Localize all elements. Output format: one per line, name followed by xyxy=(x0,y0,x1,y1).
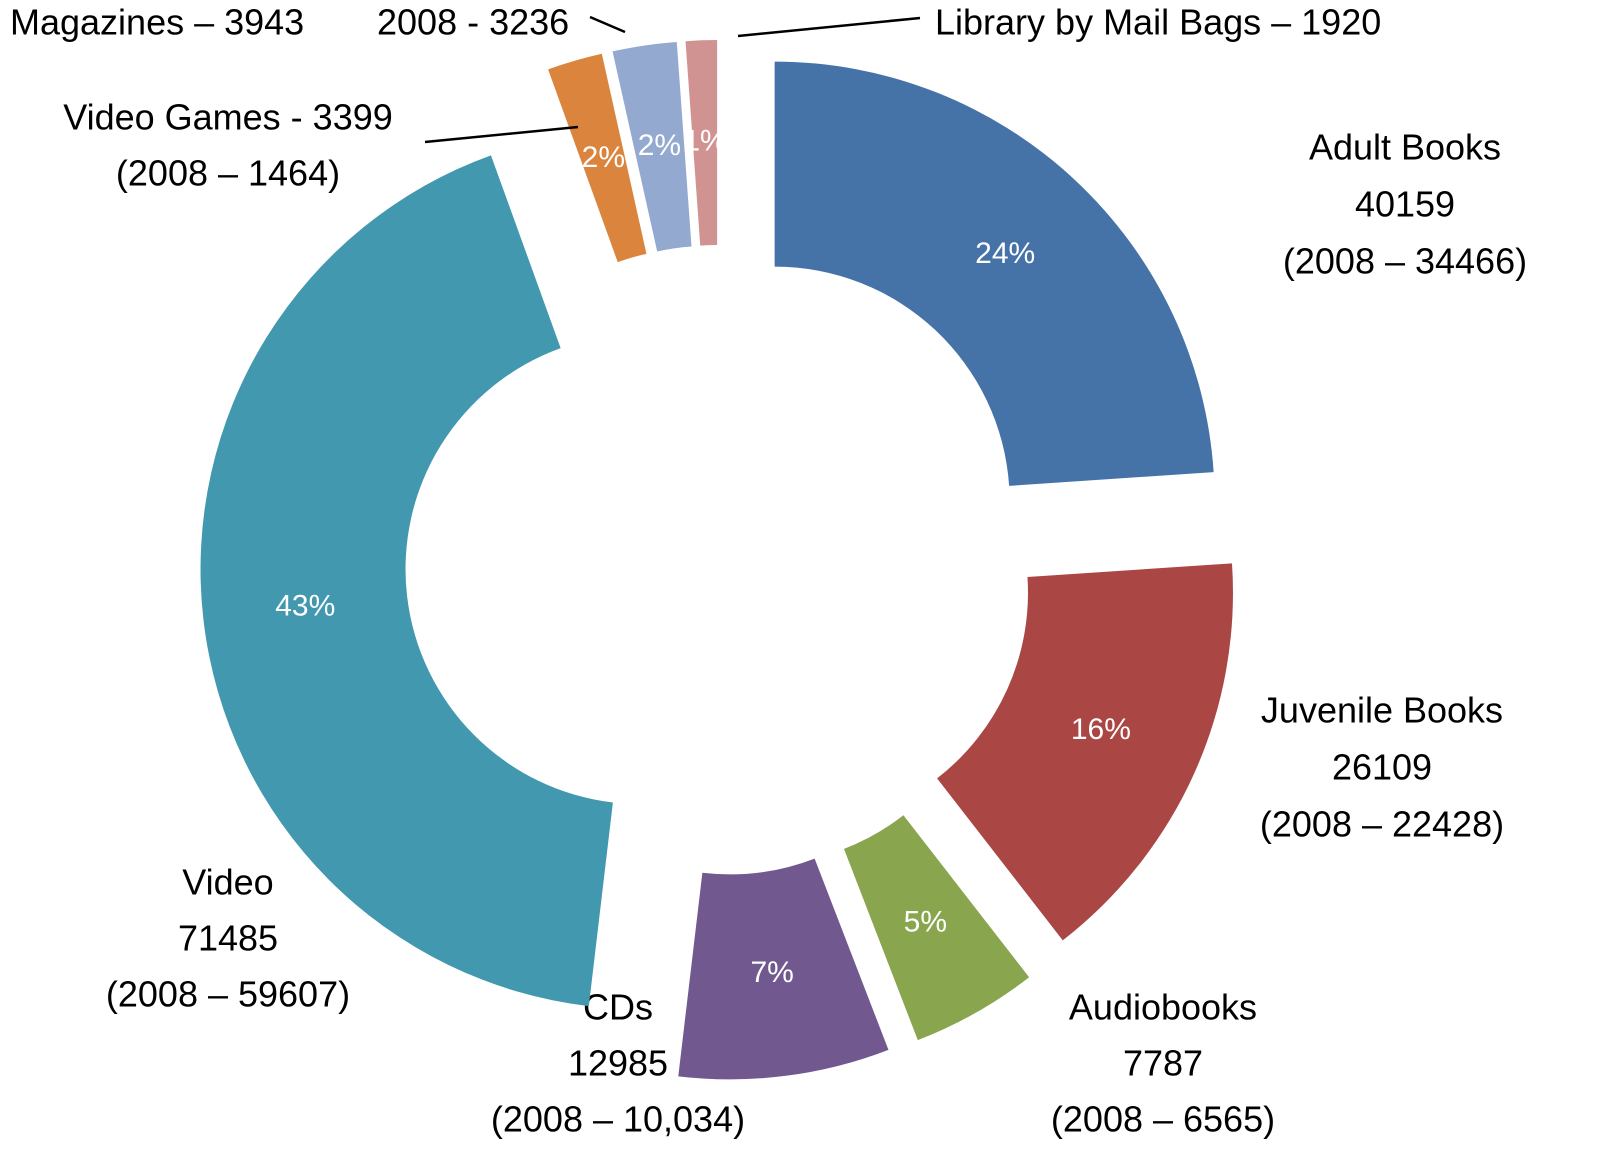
percent-label: 43% xyxy=(275,590,335,623)
slice-label: Audiobooks xyxy=(1069,987,1257,1028)
percent-label: 5% xyxy=(904,905,947,938)
percent-label: 7% xyxy=(750,956,793,989)
percent-label: 24% xyxy=(975,237,1035,270)
percent-label: 2% xyxy=(638,129,681,162)
slice-label: 7787 xyxy=(1123,1043,1203,1084)
donut-slice xyxy=(843,815,1030,1041)
percent-label: 2% xyxy=(582,141,625,174)
donut-slice xyxy=(678,858,889,1080)
slice-label: (2008 – 10,034) xyxy=(491,1099,745,1140)
slice-label: (2008 – 22428) xyxy=(1260,804,1504,845)
slice-label: 12985 xyxy=(568,1043,668,1084)
slice-label: (2008 – 59607) xyxy=(106,974,350,1015)
slice-label: (2008 – 1464) xyxy=(116,153,340,194)
slice-label: 26109 xyxy=(1332,747,1432,788)
slice-label: 40159 xyxy=(1355,184,1455,225)
slice-label: 71485 xyxy=(178,918,278,959)
leader-line xyxy=(424,125,579,144)
slice-label: CDs xyxy=(583,987,653,1028)
donut-slice xyxy=(200,155,613,1007)
percent-label: 16% xyxy=(1071,713,1131,746)
donut-slice xyxy=(937,563,1233,941)
slice-label: Adult Books xyxy=(1309,127,1501,168)
leader-line xyxy=(589,15,626,34)
slice-label: Video xyxy=(182,862,273,903)
slice-label: Juvenile Books xyxy=(1261,690,1503,731)
slice-label: 2008 - 3236 xyxy=(377,2,569,43)
leader-line xyxy=(737,16,921,38)
slice-label: Video Games - 3399 xyxy=(63,97,393,138)
donut-slice xyxy=(548,53,647,263)
slice-label: (2008 – 6565) xyxy=(1051,1099,1275,1140)
donut-slice xyxy=(774,61,1214,486)
slice-label: Library by Mail Bags – 1920 xyxy=(935,2,1381,43)
slice-label: (2008 – 34466) xyxy=(1283,241,1527,282)
donut-slice xyxy=(685,40,718,246)
percent-label: 1% xyxy=(683,125,726,158)
slice-label: Magazines – 3943 xyxy=(10,2,304,43)
donut-slice xyxy=(612,41,692,252)
